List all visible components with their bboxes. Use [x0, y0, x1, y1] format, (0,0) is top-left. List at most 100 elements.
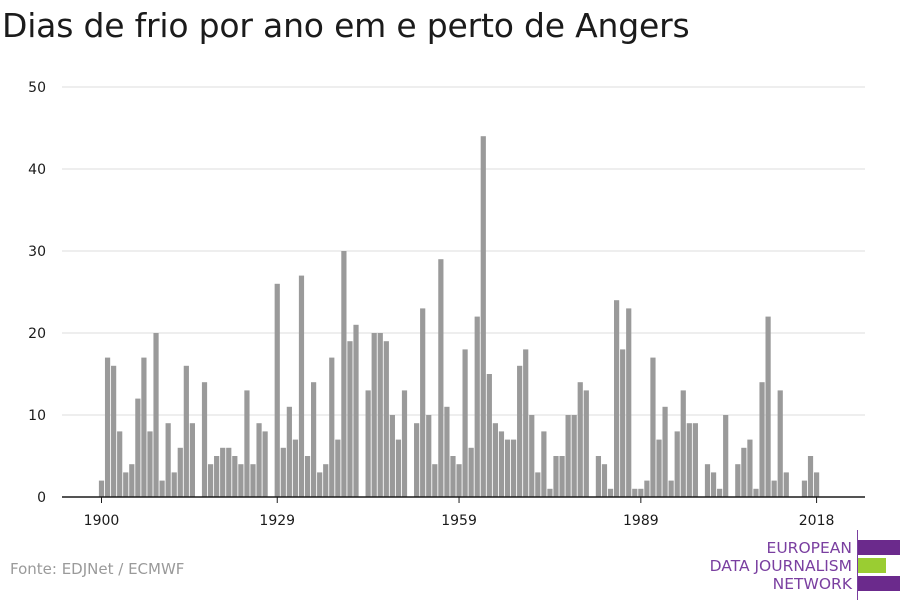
bar-1934	[304, 456, 311, 497]
bar-1965	[492, 423, 498, 497]
bar-1998	[692, 423, 698, 497]
bar-1923	[238, 464, 244, 497]
bar-2010	[765, 316, 771, 497]
bar-2003	[723, 415, 729, 497]
bar-1918	[207, 464, 214, 497]
bar-1932	[292, 439, 299, 497]
bar-1920	[220, 447, 226, 497]
x-tick-label: 1959	[441, 513, 477, 529]
bar-2018	[813, 472, 820, 497]
logo-bar-middle	[858, 558, 886, 573]
bar-1936	[317, 472, 323, 497]
bar-1984	[607, 488, 614, 497]
bar-1927	[262, 431, 268, 497]
bar-2002	[717, 488, 723, 497]
bar-1969	[517, 365, 523, 497]
y-tick-label: 40	[28, 162, 46, 178]
bar-1908	[147, 431, 153, 497]
bar-2011	[771, 480, 777, 497]
bar-1954	[426, 415, 432, 497]
bar-1949	[395, 439, 402, 497]
bar-1970	[523, 349, 529, 497]
y-tick-label: 0	[37, 490, 46, 506]
bar-1967	[504, 439, 511, 497]
bar-1907	[141, 357, 147, 497]
bar-1915	[189, 423, 195, 497]
y-tick-label: 20	[28, 326, 46, 342]
bar-1925	[250, 464, 256, 497]
logo-line-european: EUROPEAN	[766, 539, 852, 557]
bar-1994	[668, 480, 674, 497]
bar-2001	[710, 472, 717, 497]
x-tick-label: 1900	[84, 513, 120, 529]
bar-1962	[474, 316, 480, 497]
bar-1917	[201, 382, 208, 497]
bar-1977	[565, 415, 571, 497]
bar-1971	[529, 415, 535, 497]
bar-1935	[311, 382, 317, 497]
bar-1990	[644, 480, 650, 497]
bar-1924	[244, 390, 250, 497]
y-tick-label: 30	[28, 244, 46, 260]
bar-1910	[159, 480, 165, 497]
bar-1995	[674, 431, 680, 497]
bar-1979	[577, 382, 583, 497]
bar-1968	[510, 439, 517, 497]
bar-1966	[498, 431, 505, 497]
logo-bar-top	[858, 540, 900, 555]
x-tick-label: 2018	[799, 513, 835, 529]
bar-1961	[468, 447, 474, 497]
bar-1942	[353, 324, 359, 497]
bar-2007	[747, 439, 753, 497]
bar-1944	[365, 390, 371, 497]
bar-2012	[777, 390, 783, 497]
bar-1904	[123, 472, 129, 497]
bar-2017	[807, 456, 814, 497]
bar-1913	[177, 447, 183, 497]
logo-bar-bottom	[858, 576, 900, 591]
bar-1986	[620, 349, 626, 497]
bar-1914	[183, 365, 189, 497]
y-tick-label: 50	[28, 80, 46, 96]
bar-1922	[232, 456, 238, 497]
bar-1991	[650, 357, 656, 497]
bar-1972	[535, 472, 541, 497]
bar-1960	[462, 349, 468, 497]
bar-1996	[680, 390, 686, 497]
bar-1963	[480, 136, 486, 497]
bar-1940	[341, 251, 347, 497]
logo-line-network: NETWORK	[772, 575, 852, 593]
bar-1983	[601, 464, 608, 497]
bar-1975	[553, 456, 559, 497]
bar-1946	[377, 333, 383, 497]
bar-1997	[686, 423, 692, 497]
bar-1964	[486, 374, 492, 497]
bar-1947	[383, 341, 389, 497]
logo-divider	[857, 530, 858, 600]
bar-1909	[153, 333, 159, 497]
bar-1988	[632, 488, 638, 497]
bar-1952	[414, 423, 420, 497]
bar-1976	[559, 456, 565, 497]
bar-1948	[389, 415, 395, 497]
bar-1982	[595, 456, 602, 497]
bar-1903	[117, 431, 123, 497]
bar-1953	[420, 308, 426, 497]
bar-1957	[444, 406, 450, 497]
bar-1902	[111, 365, 117, 497]
x-tick-label: 1989	[623, 513, 659, 529]
bar-1931	[286, 406, 292, 497]
bar-1901	[104, 357, 111, 497]
bar-1919	[214, 456, 220, 497]
edjnet-logo: EUROPEAN DATA JOURNALISM NETWORK	[700, 530, 900, 600]
bar-1906	[135, 398, 141, 497]
bar-1956	[438, 259, 444, 497]
bar-1905	[129, 464, 135, 497]
bar-1926	[256, 423, 262, 497]
bar-2006	[741, 447, 747, 497]
bar-1955	[432, 464, 438, 497]
bar-2005	[735, 464, 741, 497]
bar-chart: 0 10 20 30 40 50 1900 1929 1959 1989 2018	[28, 80, 865, 529]
bar-1921	[226, 447, 232, 497]
bar-1980	[583, 390, 589, 497]
